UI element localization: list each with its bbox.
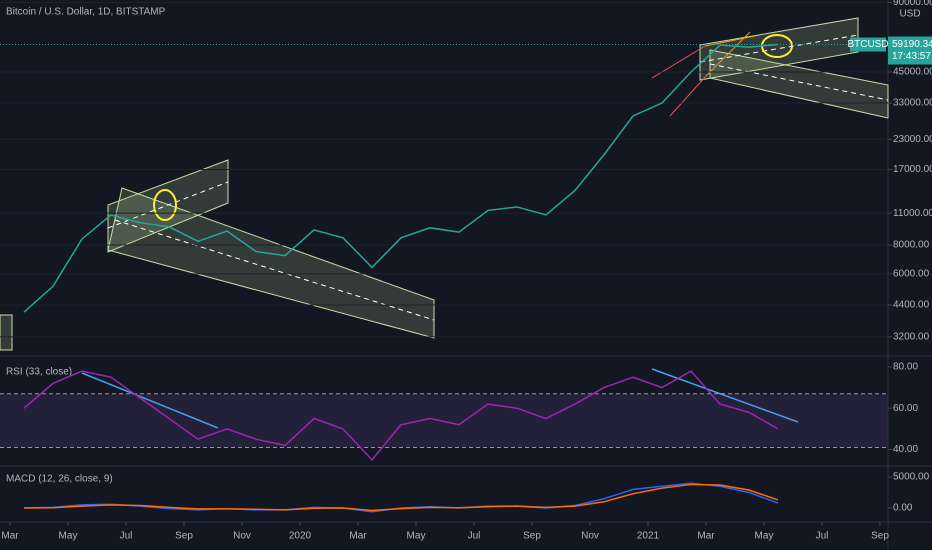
channel (699, 17, 859, 81)
x-tick-label: May (407, 531, 426, 542)
y-tick-label: 33000.00 (893, 98, 932, 109)
y-tick-label: 6000.00 (893, 269, 930, 280)
y-tick-label: 8000.00 (893, 240, 930, 251)
symbol-tag (850, 37, 886, 52)
rsi-trend-line (81, 372, 219, 429)
channel-mid (709, 63, 889, 101)
x-tick-label: Sep (871, 531, 889, 542)
series-line (23, 43, 779, 313)
x-tick-label: Sep (175, 531, 193, 542)
y-tick-label: 11000.00 (893, 208, 932, 219)
y-tick-label: 60.00 (893, 403, 918, 414)
x-tick-label: Mar (1, 531, 19, 542)
y-tick-label: 80.00 (893, 362, 918, 373)
price-tag-label: 59190.34 (892, 39, 932, 50)
channel (0, 314, 13, 351)
x-tick-label: Jul (120, 531, 133, 542)
y-tick-label: 40.00 (893, 444, 918, 455)
y-tick-label: 5000.00 (893, 472, 930, 483)
y-tick-label: 90000.00 (893, 0, 932, 8)
x-tick-label: Mar (349, 531, 367, 542)
y-tick-label: 17000.00 (893, 164, 932, 175)
pane-title: MACD (12, 26, close, 9) (6, 474, 113, 485)
x-tick-label: Nov (233, 531, 251, 542)
trend-line (651, 45, 706, 79)
channel (107, 187, 435, 339)
y-tick-label: 3200.00 (893, 331, 930, 342)
highlight-circle (153, 189, 177, 221)
channel (709, 49, 889, 119)
channel (107, 159, 229, 253)
price-tag (888, 36, 932, 65)
countdown-label: 17:43:57 (892, 51, 931, 62)
rsi-band (0, 393, 888, 448)
x-tick-label: Mar (697, 531, 715, 542)
y-tick-label: 4400.00 (893, 300, 930, 311)
channel-mid (114, 219, 435, 321)
x-tick-label: May (755, 531, 774, 542)
trend-line (704, 35, 756, 47)
pane-title: RSI (33, close) (6, 367, 72, 378)
y-tick-label: 0.00 (893, 503, 913, 514)
symbol-tag-label: BTCUSD (847, 39, 888, 50)
series-line (23, 370, 779, 461)
x-tick-label: Jul (816, 531, 829, 542)
x-tick-label: 2021 (637, 531, 660, 542)
trend-line (669, 75, 707, 117)
x-tick-label: Sep (523, 531, 541, 542)
channel-mid (107, 181, 229, 229)
trend-line (705, 31, 751, 77)
y-tick-label: 45000.00 (893, 67, 932, 78)
x-tick-label: 2020 (289, 531, 312, 542)
rsi-trend-line (651, 368, 799, 423)
x-tick-label: Nov (581, 531, 599, 542)
series-line (23, 483, 779, 512)
drawings (0, 17, 889, 351)
x-tick-label: May (59, 531, 78, 542)
x-tick-label: Jul (468, 531, 481, 542)
axis-unit: USD (899, 9, 920, 20)
chart-title: Bitcoin / U.S. Dollar, 1D, BITSTAMP (6, 7, 166, 18)
y-tick-label: 23000.00 (893, 134, 932, 145)
